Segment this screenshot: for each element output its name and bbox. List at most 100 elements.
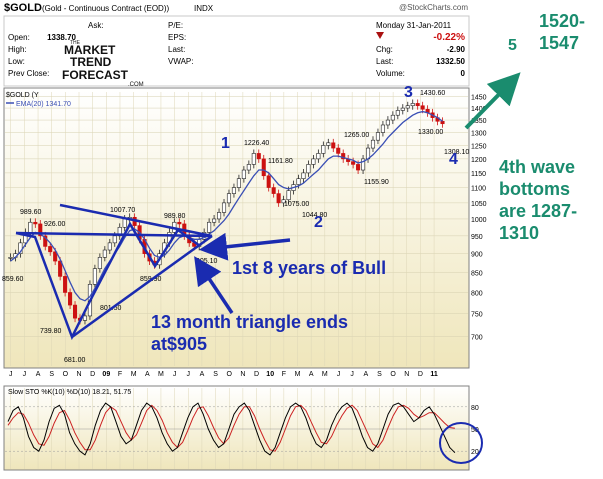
x-tick-label: F: [118, 371, 122, 378]
point-label: 1226.40: [244, 140, 269, 147]
price-candle: [236, 178, 241, 188]
price-candle: [112, 235, 117, 244]
triangle-annotation: [15, 203, 213, 341]
price-candle: [306, 164, 311, 174]
wave-3-label: 3: [404, 84, 413, 101]
point-label: 681.00: [64, 357, 86, 364]
quote-label: VWAP:: [168, 57, 193, 66]
ema-legend: EMA(20) 1341.70: [16, 101, 71, 108]
triangle-upper-line: [15, 231, 213, 238]
wave-4-label: 4: [449, 151, 458, 168]
stoch-tick-label: 50: [471, 427, 479, 434]
y-tick-label: 900: [471, 252, 483, 259]
quote-value: -2.90: [447, 45, 466, 54]
x-tick-label: J: [187, 371, 191, 378]
price-candle: [405, 105, 410, 109]
point-label: 1430.60: [420, 90, 445, 97]
ask-label: Ask:: [88, 21, 104, 30]
price-candle: [336, 147, 341, 154]
point-label: 739.80: [40, 328, 62, 335]
price-candle: [256, 153, 261, 160]
x-tick-label: N: [404, 371, 409, 378]
quote-label: Open:: [8, 33, 30, 42]
y-tick-label: 1050: [471, 201, 487, 208]
x-tick-label: M: [158, 371, 164, 378]
y-tick-label: 1400: [471, 106, 487, 113]
price-candle: [212, 218, 217, 223]
quote-box: [3, 15, 470, 87]
stoch-k-line: [7, 402, 456, 456]
x-tick-label: M: [322, 371, 328, 378]
price-candle: [63, 276, 68, 293]
price-candle: [261, 158, 266, 177]
price-candle: [97, 257, 102, 269]
fourth-wave-text: 4th wave bottoms are 1287-1310: [499, 157, 577, 243]
price-candle: [415, 103, 420, 107]
quote-label: Chg:: [376, 45, 393, 54]
watermark: @StockCharts.com: [399, 3, 468, 12]
point-label: 1075.00: [284, 201, 309, 208]
price-candle: [251, 153, 256, 165]
x-tick-label: M: [131, 371, 137, 378]
price-candle: [410, 103, 415, 107]
price-candle: [231, 187, 236, 194]
description-label: (Gold - Continuous Contract (EOD)): [42, 4, 169, 13]
price-candle: [331, 142, 336, 149]
change-pct: -0.22%: [433, 32, 465, 43]
ema-line: [10, 110, 443, 302]
x-tick-label: F: [282, 371, 286, 378]
quote-value: 0: [461, 69, 466, 78]
point-label: 926.00: [44, 221, 66, 228]
price-candle: [276, 193, 281, 204]
y-axis-ticks: 700 750 800 850 900 950 1000 1050 1100 1150 1200 12…: [471, 95, 487, 457]
quote-label: Prev Close:: [8, 69, 49, 78]
triangle-wave-line: [15, 221, 201, 341]
quote-value: 1338.70: [47, 33, 76, 42]
triangle-arrow: [194, 256, 234, 314]
y-tick-label: 800: [471, 290, 483, 297]
price-candle: [33, 221, 38, 225]
point-label: 1044.80: [302, 212, 327, 219]
y-tick-label: 850: [471, 270, 483, 277]
x-tick-label: N: [76, 371, 81, 378]
x-tick-label: O: [227, 371, 233, 378]
y-tick-label: 750: [471, 312, 483, 319]
price-candle: [296, 178, 301, 185]
triangle-apex-line: [59, 203, 213, 238]
x-axis-ticks: J J A S O N D 09 F M A M J J A S O N D 10 F M A M J J A S O N D 11: [9, 371, 438, 378]
price-candle: [107, 242, 112, 251]
bull-text: 1st 8 years of Bull: [232, 258, 386, 278]
wave-1-label: 1: [221, 135, 230, 152]
point-label: 1265.00: [344, 132, 369, 139]
x-tick-label: A: [145, 371, 150, 378]
price-candle: [53, 251, 58, 262]
x-tick-label: D: [254, 371, 259, 378]
x-tick-label: D: [418, 371, 423, 378]
x-tick-label: S: [213, 371, 218, 378]
triangle-lower-line: [71, 234, 213, 339]
stoch-d-line: [7, 404, 455, 452]
price-candle: [316, 153, 321, 160]
quote-label: Volume:: [376, 69, 405, 78]
stochastic-series: [5, 402, 468, 456]
bull-arrow: [199, 232, 291, 261]
point-label: 1330.00: [418, 129, 443, 136]
price-candle: [82, 315, 88, 321]
stoch-tick-label: 80: [471, 405, 479, 412]
price-candle: [177, 221, 182, 225]
quote-mid: P/E: EPS: Last: VWAP:: [168, 21, 193, 66]
stochastic-panel: [3, 385, 470, 471]
wave-5-label: 5: [508, 37, 517, 54]
triangle-text: 13 month triangle ends at$905: [151, 312, 348, 354]
price-candle: [221, 202, 227, 213]
price-candle: [207, 221, 212, 233]
x-tick-label: 11: [430, 371, 438, 378]
down-arrow-icon: [376, 32, 384, 39]
x-tick-label: A: [36, 371, 41, 378]
price-candle: [380, 124, 385, 133]
price-candle: [390, 114, 395, 121]
price-candle: [38, 223, 43, 237]
x-tick-label: J: [337, 371, 341, 378]
price-candle: [400, 107, 405, 111]
